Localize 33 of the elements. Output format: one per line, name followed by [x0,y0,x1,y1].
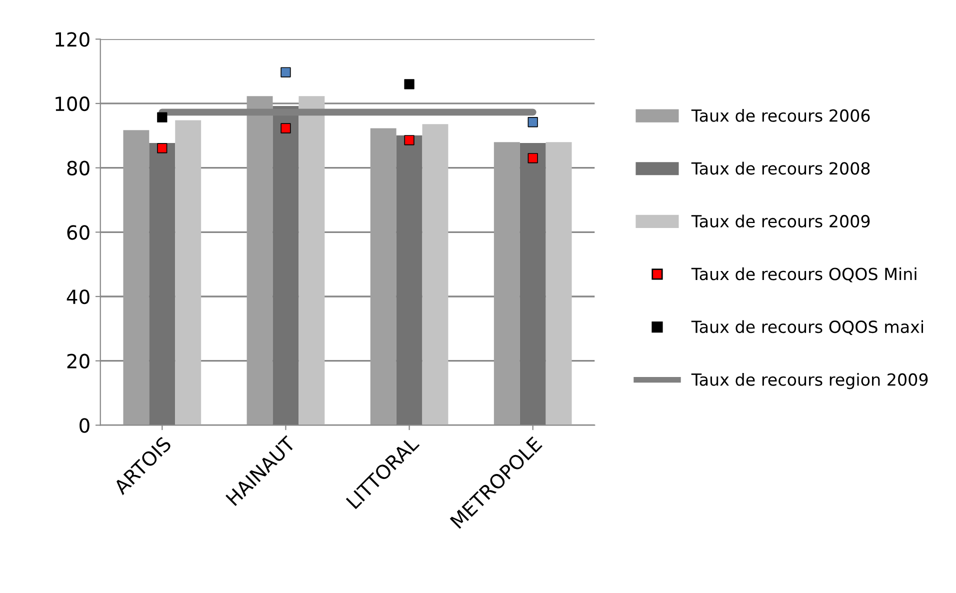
bar [246,96,273,426]
y-tick-label: 60 [67,225,90,240]
point [528,117,538,128]
point [280,123,291,134]
legend-label: Taux de recours OQOS maxi [691,320,923,336]
bar [149,143,176,426]
legend-label: Taux de recours OQOS Mini [691,267,916,282]
point [157,143,168,154]
legend-label: Taux de recours 2008 [691,162,870,175]
bar [123,130,150,426]
bar [272,106,299,426]
point [280,67,291,78]
bar [422,124,448,426]
bar [298,96,325,426]
point [528,153,538,164]
legend-label: Taux de recours region 2009 [691,372,928,390]
bar [494,142,520,426]
bar [175,120,202,426]
legend-label: Taux de recours 2009 [691,214,870,228]
y-tick-label: 20 [67,354,90,369]
point [404,79,414,90]
bar [370,128,396,426]
point [157,112,168,122]
y-tick-label: 0 [80,418,90,433]
y-tick-label: 120 [56,32,90,47]
point [404,135,414,146]
bar [546,142,572,426]
y-tick-label: 100 [56,96,90,112]
y-tick-label: 80 [67,160,90,176]
bar [396,135,422,426]
y-tick-label: 40 [66,289,90,304]
legend-label: Taux de recours 2006 [691,109,870,122]
bar [520,143,546,426]
